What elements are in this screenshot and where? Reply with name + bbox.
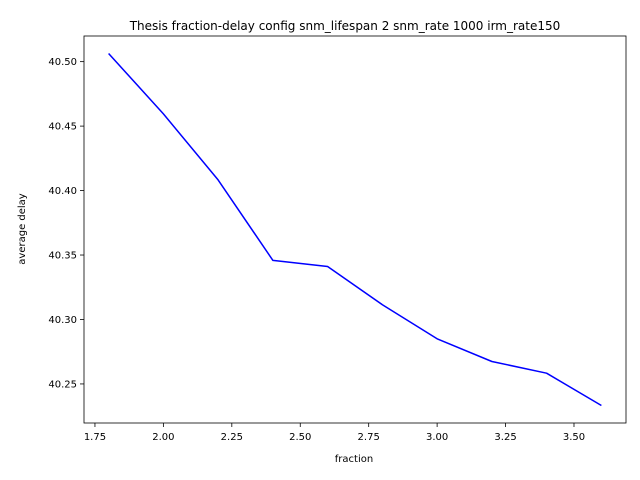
x-axis-label: fraction bbox=[335, 454, 373, 465]
y-tick-label: 40.35 bbox=[48, 251, 77, 262]
y-tick-label: 40.50 bbox=[48, 57, 77, 68]
x-tick-label: 3.25 bbox=[494, 432, 516, 443]
y-axis-label: average delay bbox=[17, 193, 28, 265]
y-tick-label: 40.45 bbox=[48, 122, 77, 133]
y-tick-label: 40.25 bbox=[48, 379, 77, 390]
x-tick-label: 3.00 bbox=[426, 432, 448, 443]
x-tick-label: 2.75 bbox=[358, 432, 380, 443]
x-tick-label: 1.75 bbox=[84, 432, 106, 443]
series-layer bbox=[108, 52, 602, 407]
x-axis-ticks: 1.75 2.00 2.25 2.50 2.75 3.00 3.25 3.50 bbox=[84, 423, 585, 443]
y-tick-label: 40.40 bbox=[48, 186, 77, 197]
chart-title: Thesis fraction-delay config snm_lifespa… bbox=[129, 19, 561, 33]
y-axis-ticks: 40.25 40.30 40.35 40.40 40.45 40.50 bbox=[48, 57, 84, 390]
x-tick-label: 3.50 bbox=[563, 432, 585, 443]
x-tick-label: 2.50 bbox=[289, 432, 311, 443]
series-line bbox=[108, 52, 602, 407]
x-tick-label: 2.00 bbox=[152, 432, 174, 443]
plot-frame bbox=[83, 35, 627, 424]
y-tick-label: 40.30 bbox=[48, 315, 77, 326]
x-tick-label: 2.25 bbox=[221, 432, 243, 443]
